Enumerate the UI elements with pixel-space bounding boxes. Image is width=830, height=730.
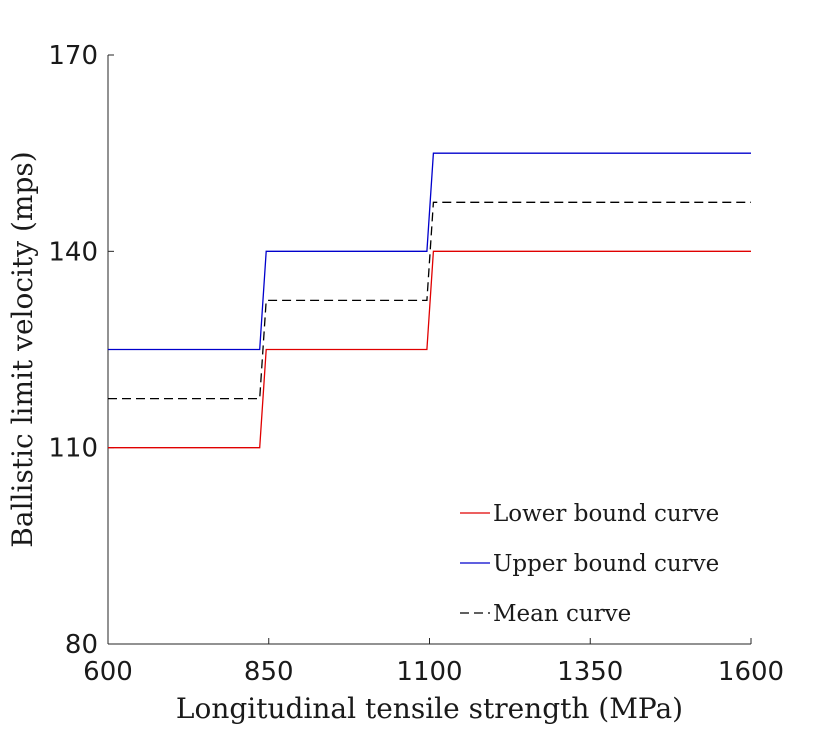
- series-line-mean-curve: [108, 201, 751, 400]
- y-tick-label: 110: [48, 434, 98, 464]
- x-tick-label: 1600: [718, 657, 784, 687]
- x-tick-label: 1100: [396, 657, 462, 687]
- ticks: 600 850 1100 1350 1600 80 110 140 170: [48, 41, 784, 687]
- legend: Lower bound curve Upper bound curve Mean c…: [460, 501, 719, 627]
- x-tick-label: 850: [244, 657, 294, 687]
- series-line-upper-bound-curve: [108, 152, 751, 351]
- y-tick-label: 140: [48, 237, 98, 267]
- x-axis-title: Longitudinal tensile strength (MPa): [176, 692, 683, 725]
- y-tick-label: 170: [48, 41, 98, 71]
- y-tick-label: 80: [65, 630, 98, 660]
- legend-label: Lower bound curve: [493, 501, 719, 527]
- legend-label: Upper bound curve: [493, 551, 719, 577]
- series-line-lower-bound-curve: [108, 250, 751, 449]
- x-tick-label: 1350: [557, 657, 623, 687]
- series-layer: [108, 152, 751, 449]
- x-tick-label: 600: [83, 657, 133, 687]
- y-axis-title: Ballistic limit velocity (mps): [6, 151, 39, 547]
- legend-label: Mean curve: [493, 601, 631, 627]
